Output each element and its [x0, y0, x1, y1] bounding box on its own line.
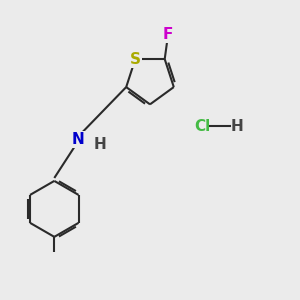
Text: N: N: [71, 132, 84, 147]
Text: Cl: Cl: [194, 119, 210, 134]
Text: H: H: [231, 119, 244, 134]
Text: S: S: [130, 52, 141, 67]
Text: H: H: [94, 136, 106, 152]
Text: F: F: [163, 27, 173, 42]
